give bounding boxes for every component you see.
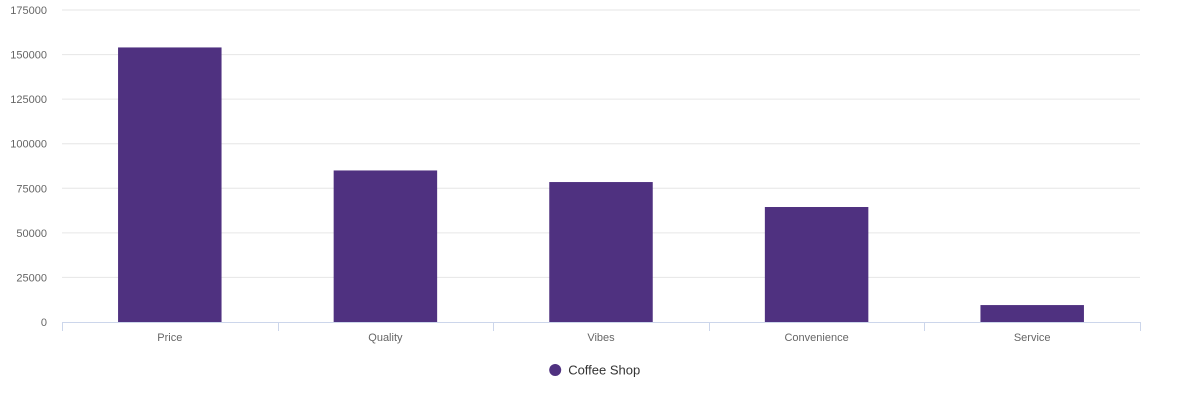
x-axis: Price Quality Vibes Convenience Service	[62, 322, 1141, 344]
y-tick-label: 50000	[16, 228, 47, 240]
x-tick-label: Vibes	[587, 332, 615, 344]
x-tick-label: Price	[157, 332, 182, 344]
x-tick-label: Quality	[368, 332, 403, 344]
y-tick-label: 150000	[10, 50, 47, 62]
bar-vibes[interactable]	[549, 182, 653, 322]
legend-marker	[549, 364, 562, 376]
y-tick-label: 0	[41, 317, 47, 329]
x-tick-label: Convenience	[784, 332, 848, 344]
legend-label: Coffee Shop	[568, 363, 640, 378]
x-tick-label: Service	[1014, 332, 1051, 344]
y-axis-tick-labels: 0 25000 50000 75000 100000 125000 150000 175000	[10, 5, 47, 329]
bar-quality[interactable]	[333, 170, 438, 322]
bar-convenience[interactable]	[764, 207, 869, 322]
legend-item-coffee-shop[interactable]: Coffee Shop	[549, 363, 640, 378]
y-tick-label: 100000	[10, 139, 47, 151]
y-tick-label: 125000	[10, 94, 47, 106]
y-tick-label: 25000	[16, 272, 47, 284]
y-tick-label: 175000	[10, 5, 47, 17]
bars	[118, 47, 1084, 322]
bar-price[interactable]	[118, 47, 222, 322]
legend[interactable]: Coffee Shop	[549, 363, 640, 378]
y-tick-label: 75000	[16, 183, 47, 195]
bar-service[interactable]	[980, 305, 1084, 322]
